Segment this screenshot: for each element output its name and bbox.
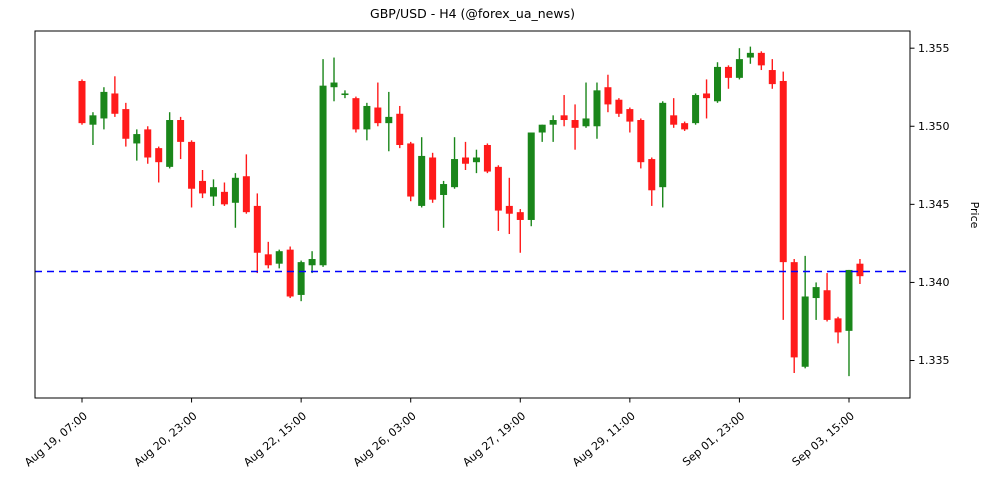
- candle-body-up: [100, 91, 108, 119]
- x-tick-label: Aug 27, 19:00: [460, 409, 528, 469]
- candle-body-up: [714, 66, 722, 102]
- candle-body-down: [155, 148, 163, 163]
- x-tick-label: Aug 26, 03:00: [351, 409, 419, 469]
- candle-body-down: [560, 115, 568, 121]
- candle-body-up: [801, 296, 809, 367]
- y-tick-label: 1.335: [918, 354, 950, 367]
- candle-body-down: [505, 205, 513, 214]
- candle-body-down: [177, 120, 185, 142]
- x-tick-label: Aug 29, 11:00: [570, 409, 638, 469]
- candle-body-up: [231, 177, 239, 203]
- candle-body-down: [834, 318, 842, 333]
- candle-body-down: [681, 123, 689, 130]
- candle-body-up: [363, 105, 371, 130]
- candle-body-up: [319, 85, 327, 266]
- candle-body-down: [78, 80, 86, 124]
- candle-body-up: [133, 134, 141, 144]
- candle-body-up: [209, 187, 217, 197]
- candle-body-up: [692, 95, 700, 124]
- candle-body-down: [242, 176, 250, 213]
- candle-body-down: [823, 290, 831, 320]
- x-tick-label: Aug 22, 15:00: [241, 409, 309, 469]
- candle-body-up: [275, 251, 283, 264]
- candle-body-up: [308, 259, 316, 266]
- candle-body-down: [122, 109, 130, 139]
- x-tick-label: Sep 01, 23:00: [680, 409, 747, 468]
- candle-body-up: [845, 269, 853, 331]
- candle-body-down: [253, 205, 261, 253]
- candle-body-up: [472, 157, 480, 163]
- candle-body-up: [166, 120, 174, 167]
- candle-body-down: [461, 157, 469, 164]
- x-tick-label: Aug 19, 07:00: [22, 409, 90, 469]
- candle-body-down: [144, 129, 152, 158]
- candle-body-down: [407, 143, 415, 197]
- y-tick-label: 1.355: [918, 42, 950, 55]
- y-tick-label: 1.340: [918, 276, 950, 289]
- candle-body-down: [429, 157, 437, 200]
- candle-body-up: [418, 155, 426, 206]
- candle-body-down: [626, 109, 634, 122]
- candle-body-down: [790, 262, 798, 358]
- candle-body-down: [352, 98, 360, 130]
- candle-body-down: [286, 249, 294, 297]
- candle-body-up: [385, 116, 393, 124]
- y-tick-label: 1.350: [918, 120, 950, 133]
- candle-body-down: [111, 93, 119, 114]
- candle-body-up: [549, 120, 557, 125]
- candle-body-up: [440, 184, 448, 195]
- candle-body-down: [220, 191, 228, 205]
- candle-body-down: [757, 52, 765, 66]
- candle-body-up: [451, 159, 459, 188]
- candle-body-up: [89, 115, 97, 125]
- candle-body-down: [779, 80, 787, 263]
- candle-body-up: [735, 59, 743, 78]
- candle-body-down: [703, 93, 711, 99]
- candle-body-down: [648, 159, 656, 191]
- candle-body-up: [527, 132, 535, 220]
- candle-body-down: [604, 87, 612, 105]
- y-axis-label: Price: [968, 202, 981, 229]
- candle-body-down: [374, 107, 382, 124]
- candle-body-down: [724, 66, 732, 78]
- candle-body-down: [516, 212, 524, 220]
- x-tick-label: Sep 03, 15:00: [790, 409, 857, 468]
- candle-body-up: [341, 93, 349, 96]
- candle-body-down: [615, 99, 623, 114]
- y-tick-label: 1.345: [918, 198, 950, 211]
- candle-body-down: [571, 120, 579, 128]
- plot-border: [34, 30, 911, 399]
- candle-body-down: [856, 263, 864, 277]
- candle-body-down: [494, 166, 502, 211]
- candle-body-up: [330, 82, 338, 88]
- candle-body-up: [297, 262, 305, 295]
- candle-body-up: [582, 118, 590, 127]
- candle-body-down: [670, 115, 678, 125]
- candle-body-down: [483, 145, 491, 172]
- candle-body-up: [812, 287, 820, 299]
- candle-body-down: [188, 141, 196, 189]
- candle-body-down: [396, 113, 404, 146]
- candle-body-up: [593, 90, 601, 127]
- candle-body-up: [538, 124, 546, 133]
- candle-body-down: [768, 70, 776, 85]
- candle-body-up: [659, 102, 667, 188]
- chart-title: GBP/USD - H4 (@forex_ua_news): [370, 6, 575, 21]
- candle-body-down: [264, 254, 272, 266]
- candle-body-up: [746, 52, 754, 58]
- candle-body-down: [199, 180, 207, 194]
- x-tick-label: Aug 20, 23:00: [132, 409, 200, 469]
- candle-body-down: [637, 120, 645, 163]
